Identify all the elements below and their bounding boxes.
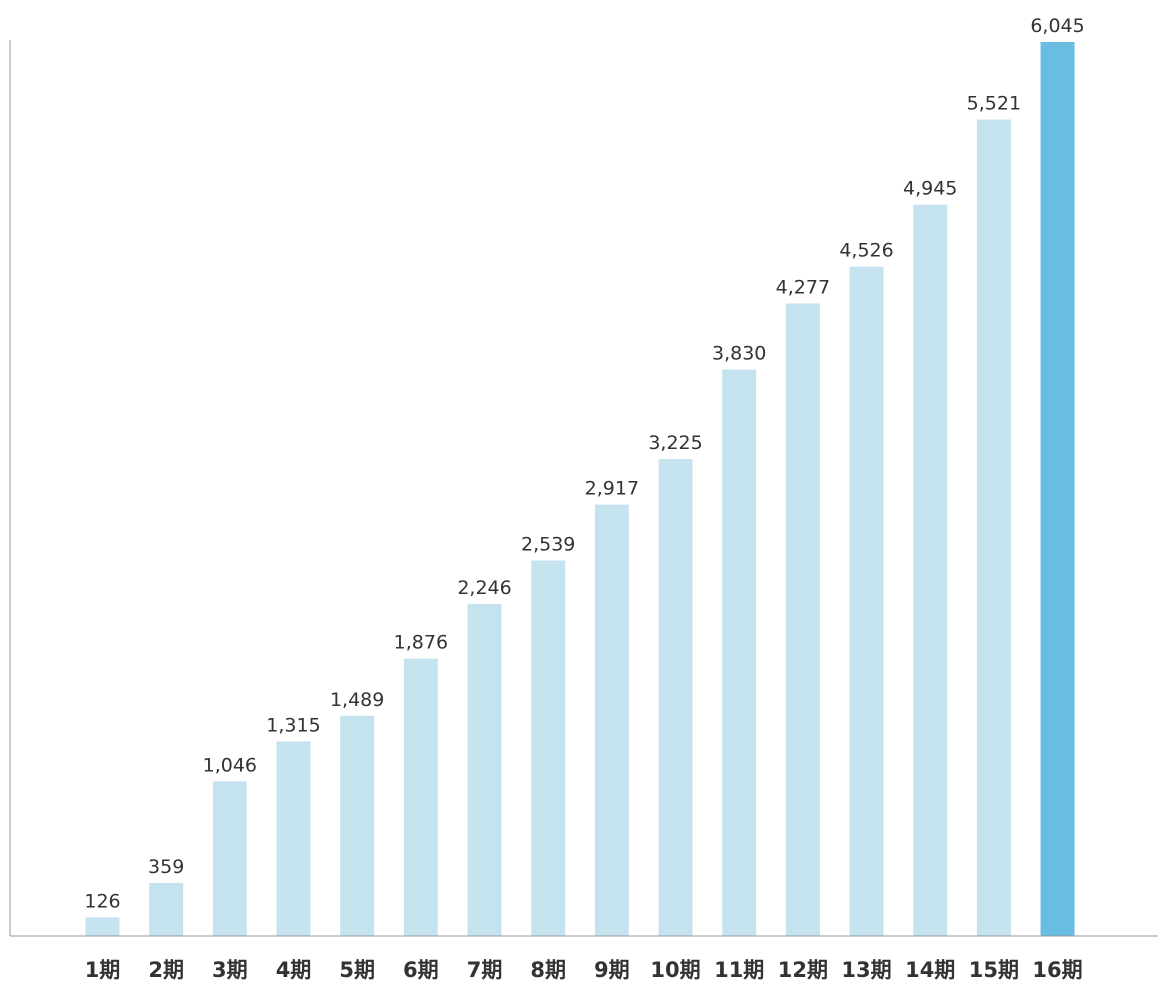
bar-14期: [913, 204, 948, 936]
x-tick-label: 15期: [969, 958, 1019, 982]
x-tick-label: 5期: [339, 958, 375, 982]
value-label: 5,521: [967, 92, 1021, 114]
x-tick-label: 10期: [650, 958, 700, 982]
value-label: 126: [84, 890, 120, 912]
x-tick-label: 3期: [212, 958, 248, 982]
bar-13期: [849, 266, 884, 936]
x-tick-label: 6期: [403, 958, 439, 982]
x-tick-label: 13期: [841, 958, 891, 982]
x-tick-label: 2期: [148, 958, 184, 982]
bar-4期: [276, 741, 311, 936]
x-tick-label: 8期: [530, 958, 566, 982]
bar-16期: [1040, 42, 1075, 936]
value-label: 4,277: [776, 276, 830, 298]
value-label: 3,830: [712, 343, 766, 365]
value-label: 2,539: [521, 534, 575, 556]
x-tick-label: 12期: [778, 958, 828, 982]
x-tick-label: 16期: [1032, 958, 1082, 982]
bar-6期: [403, 658, 438, 936]
x-tick-label: 7期: [467, 958, 503, 982]
bar-3期: [212, 781, 247, 936]
value-label: 6,045: [1030, 15, 1084, 37]
bar-7期: [467, 603, 502, 936]
x-tick-label: 9期: [594, 958, 630, 982]
tick-labels-layer: 1期 2期 3期 4期 5期 6期 7期 8期 9期 10期 11期 12期 13期 14期 15期 16期: [85, 958, 1083, 982]
value-label: 1,876: [394, 632, 448, 654]
value-label: 4,526: [839, 240, 893, 262]
value-label: 1,489: [330, 689, 384, 711]
bar-2期: [149, 882, 184, 936]
x-tick-label: 1期: [85, 958, 121, 982]
bar-8期: [531, 560, 566, 936]
bar-5期: [340, 715, 375, 936]
value-label: 3,225: [648, 432, 702, 454]
bar-15期: [976, 119, 1011, 937]
bar-9期: [594, 504, 629, 936]
bars-layer: [85, 42, 1075, 937]
x-tick-label: 11期: [714, 958, 764, 982]
bar-12期: [785, 303, 820, 937]
value-label: 1,315: [266, 715, 320, 737]
value-label: 4,945: [903, 178, 957, 200]
value-label: 2,246: [457, 577, 511, 599]
value-label: 2,917: [585, 478, 639, 500]
bar-10期: [658, 459, 693, 936]
bar-11期: [722, 369, 757, 937]
value-label: 1,046: [203, 754, 257, 776]
value-label: 359: [148, 856, 184, 878]
value-labels-layer: 126 359 1,046 1,315 1,489 1,876 2,246 2,539 2,91…: [84, 15, 1084, 912]
x-tick-label: 14期: [905, 958, 955, 982]
x-tick-label: 4期: [276, 958, 312, 982]
bar-1期: [85, 917, 120, 936]
